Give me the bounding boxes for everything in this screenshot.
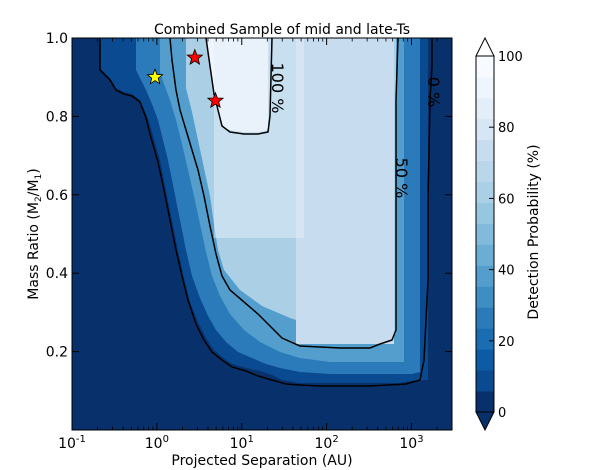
colorbar-tick-label: 40: [498, 264, 515, 279]
colorbar-frame: [475, 55, 495, 413]
y-axis-label-end: ): [26, 168, 42, 173]
y-axis-label: Mass Ratio (M2/M1): [26, 168, 44, 299]
colorbar-band: [476, 370, 494, 392]
markers: [146, 48, 225, 109]
red-star-marker-2: [186, 48, 204, 65]
contour-50-percent: [169, 38, 399, 349]
plot-area: 100 % 50 % 0 %: [72, 38, 452, 430]
x-axis: 10-1 100 101 102 103: [58, 38, 438, 452]
contour-100-percent: [205, 38, 273, 135]
colorbar-band: [476, 265, 494, 287]
colorbar-band: [476, 349, 494, 371]
colorbar-extend-min: [475, 411, 495, 432]
colorbar-label: Detection Probability (%): [526, 144, 542, 319]
colorbar-band: [476, 56, 494, 78]
colorbar-band: [476, 286, 494, 308]
region-plateau: [296, 38, 394, 344]
colorbar-band: [476, 97, 494, 120]
x-tick-label: 10-1: [58, 434, 86, 452]
colorbar-tick-label: 100: [498, 50, 523, 65]
colorbar-band: [476, 76, 494, 99]
contour-label-50: 50 %: [392, 158, 411, 199]
y-tick-label: 0.2: [46, 345, 68, 361]
colorbar-band: [476, 160, 494, 183]
colorbar-tick-label: 0: [498, 406, 506, 421]
y-tick-label: 0.8: [46, 109, 68, 125]
x-tick-label: 100: [145, 434, 169, 452]
x-tick-label: 101: [230, 434, 254, 452]
colorbar-band: [476, 139, 494, 162]
contour-labels: 100 % 50 % 0 %: [268, 63, 443, 199]
y-axis-label-sub-1: 2: [34, 196, 44, 202]
y-axis-label-mid: /M: [26, 180, 42, 197]
colorbar-tick-label: 60: [498, 192, 515, 207]
y-tick-label: 0.6: [46, 188, 68, 204]
plot-frame: [71, 37, 453, 431]
region-near-complete: [214, 38, 304, 238]
colorbar-tick-label: 20: [498, 335, 515, 350]
x-tick-label: 103: [399, 434, 423, 452]
y-axis: 0.2 0.4 0.6 0.8 1.0: [46, 31, 452, 361]
colorbar: 0 20 40 60 80 100: [475, 36, 523, 432]
colorbar-tick-label: 80: [498, 121, 515, 136]
chart-title: Combined Sample of mid and late-Ts: [154, 22, 410, 38]
red-star-marker-3: [206, 91, 225, 109]
yellow-star-marker-1: [146, 68, 164, 85]
contour-label-100: 100 %: [268, 63, 287, 114]
x-tick-label: 102: [315, 434, 339, 452]
y-tick-label: 0.4: [46, 266, 68, 282]
y-tick-label: 1.0: [46, 31, 68, 47]
contour-label-0: 0 %: [424, 77, 443, 107]
colorbar-band: [476, 181, 494, 203]
colorbar-extend-max: [475, 36, 495, 57]
colorbar-band: [476, 202, 494, 224]
y-axis-label-main: Mass Ratio (M: [26, 202, 42, 300]
colorbar-band: [476, 328, 494, 350]
y-axis-label-sub-2: 1: [34, 174, 44, 180]
colorbar-band: [476, 223, 494, 245]
contour-0-percent: [99, 38, 433, 387]
colorbar-band: [476, 391, 494, 413]
colorbar-band: [476, 118, 494, 141]
colorbar-band: [476, 307, 494, 329]
x-axis-label: Projected Separation (AU): [171, 453, 352, 469]
colorbar-band: [476, 244, 494, 266]
